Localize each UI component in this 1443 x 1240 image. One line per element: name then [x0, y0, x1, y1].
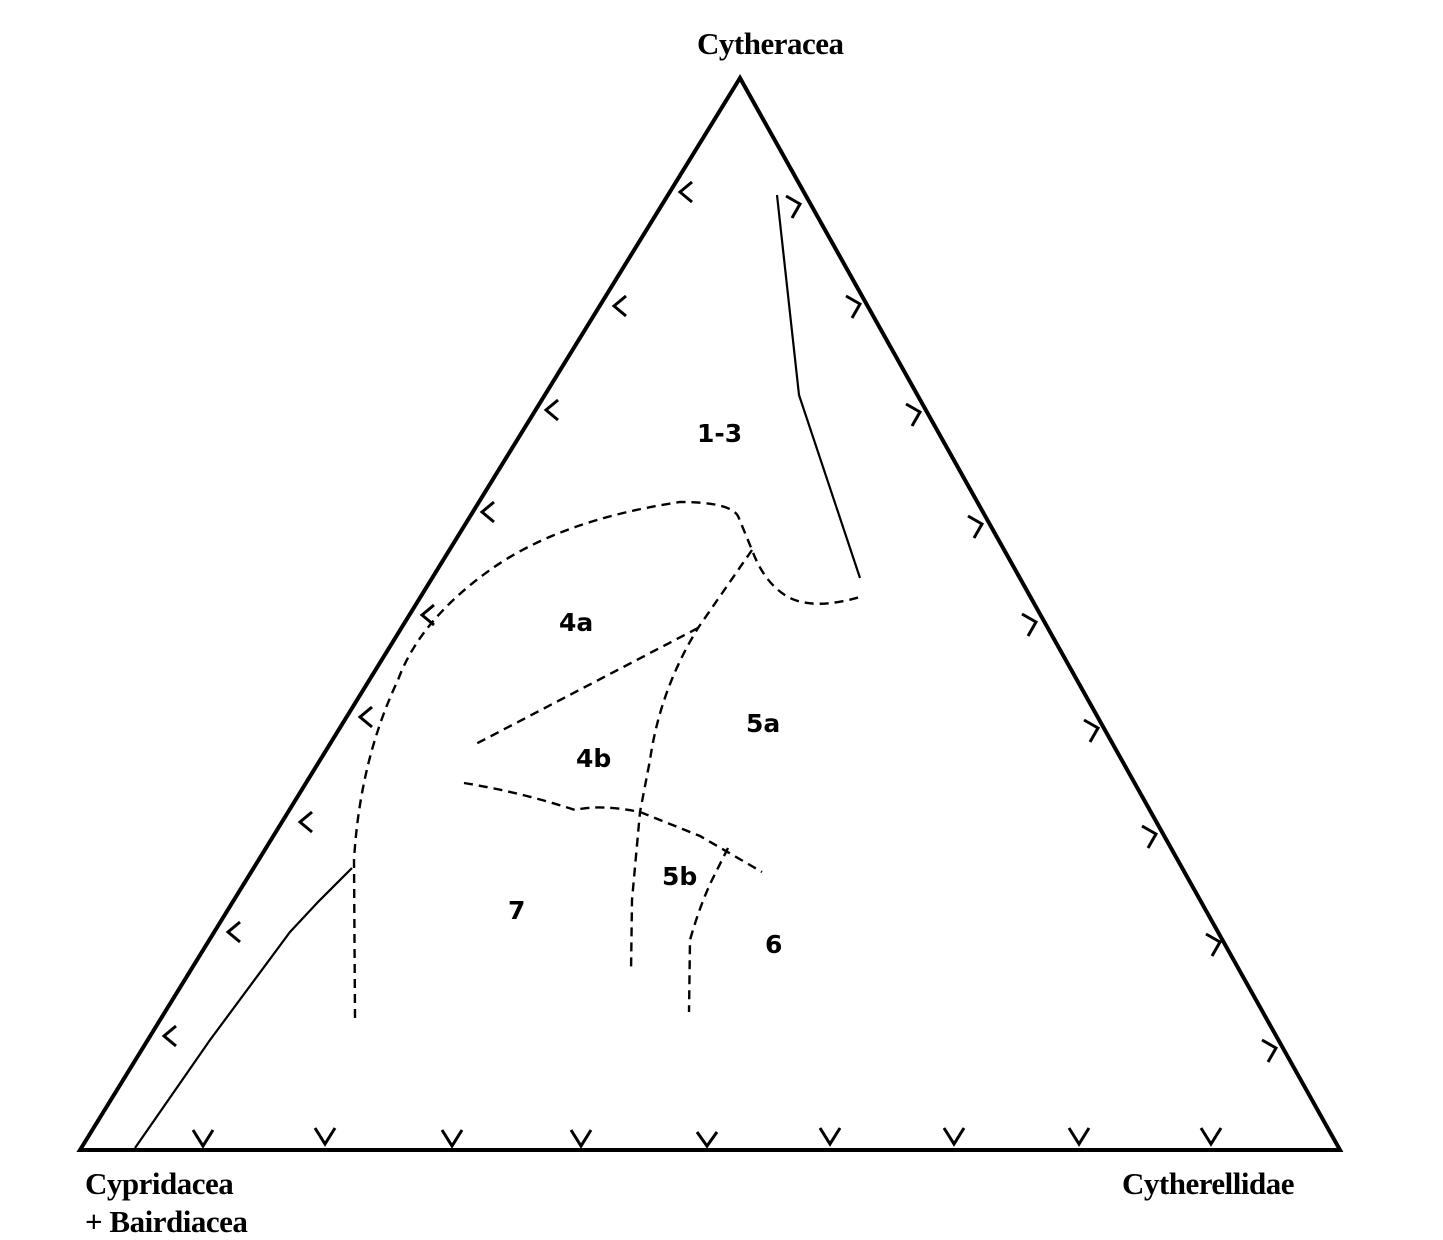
dashed-boundary-outer-arc: [352, 500, 861, 1019]
ternary-triangle-frame: [76, 74, 1344, 1152]
right-tick: [1021, 612, 1039, 637]
right-edge-ticks: [785, 194, 1279, 1063]
vertex-label-bottom-right: Cytherellidae: [1122, 1166, 1295, 1201]
zone-label-6: 6: [765, 930, 782, 959]
zone-label-5b: 5b: [662, 862, 697, 891]
right-tick: [785, 194, 803, 219]
dashed-boundary-5b-6: [687, 847, 730, 1013]
right-tick: [1083, 718, 1101, 743]
bottom-tick: [1067, 1127, 1091, 1147]
left-tick: [543, 398, 559, 422]
bottom-tick: [1199, 1127, 1223, 1147]
left-tick: [677, 180, 693, 204]
right-tick: [1141, 824, 1159, 849]
vertex-label-bottom-left-line2: + Bairdiacea: [85, 1204, 248, 1239]
bottom-tick: [191, 1129, 215, 1149]
right-tick: [845, 294, 863, 319]
zone-label-1-3: 1-3: [697, 419, 742, 448]
bottom-tick: [440, 1129, 464, 1149]
left-tick: [479, 500, 495, 524]
right-tick: [967, 514, 985, 539]
bottom-tick: [313, 1127, 337, 1147]
left-tick: [161, 1024, 177, 1048]
bottom-tick: [695, 1131, 719, 1149]
left-tick: [419, 603, 435, 627]
bottom-tick: [818, 1127, 842, 1147]
bottom-edge-ticks: [191, 1127, 1223, 1149]
dashed-boundary-lower-middle: [463, 781, 763, 874]
dashed-boundary-4a-5a: [629, 549, 753, 973]
dashed-boundaries: [352, 500, 861, 1019]
left-edge-ticks: [161, 180, 693, 1048]
solid-boundary-upper-right: [775, 194, 862, 579]
vertex-label-top: Cytheracea: [697, 26, 844, 61]
zone-label-7: 7: [508, 896, 525, 925]
zone-label-4b: 4b: [576, 744, 611, 773]
zone-label-4a: 4a: [559, 608, 593, 637]
solid-boundaries: [134, 194, 862, 1149]
left-tick: [357, 705, 373, 729]
bottom-tick: [942, 1127, 966, 1147]
bottom-tick: [569, 1129, 593, 1149]
vertex-label-bottom-left: Cypridacea: [85, 1166, 234, 1201]
left-tick: [225, 920, 241, 944]
zone-label-5a: 5a: [746, 709, 780, 738]
left-tick: [611, 294, 627, 318]
zone-labels: 1-3 4a 4b 5a 5b 6 7: [508, 419, 782, 959]
left-tick: [297, 810, 313, 834]
solid-boundary-lower-left: [134, 867, 353, 1149]
dashed-boundary-4a-4b: [471, 626, 699, 748]
right-tick: [1261, 1038, 1279, 1063]
right-tick: [1205, 932, 1223, 957]
right-tick: [905, 402, 923, 427]
